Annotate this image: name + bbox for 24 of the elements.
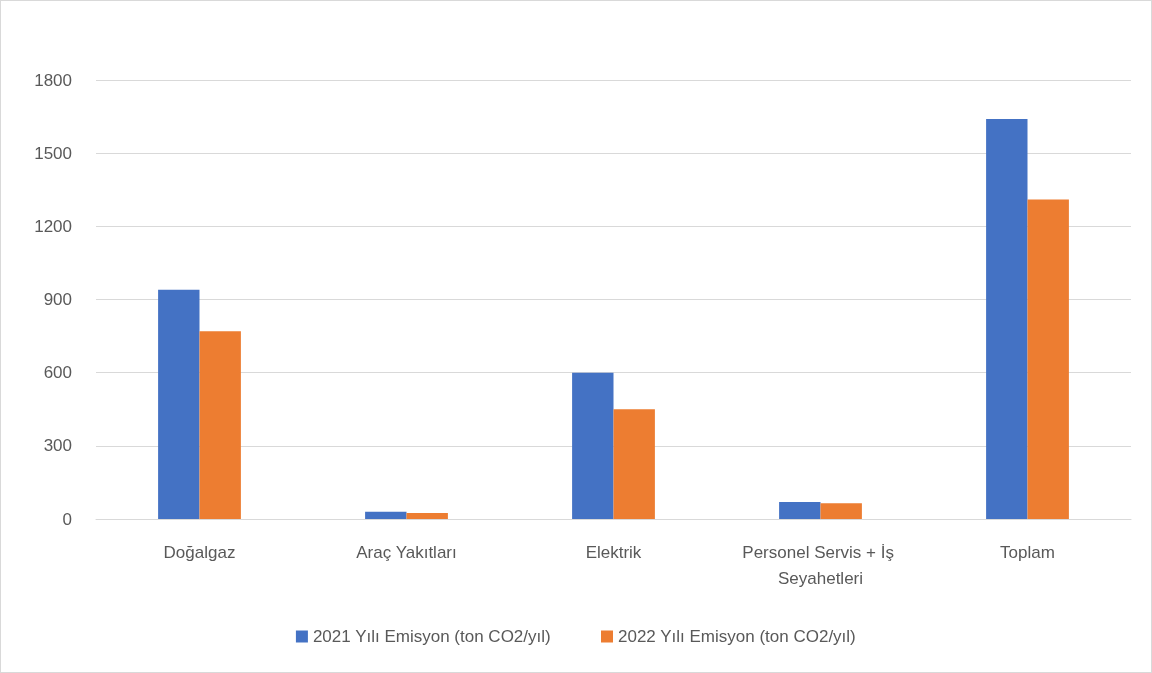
y-tick-label: 900 — [43, 290, 72, 309]
y-tick-label: 1800 — [34, 70, 72, 90]
legend-label: 2022 Yılı Emisyon (ton CO2/yıl) — [618, 627, 856, 646]
bar — [199, 331, 241, 519]
bar — [1027, 199, 1069, 519]
bar — [779, 501, 821, 519]
x-tick-label: Elektrik — [585, 542, 642, 562]
bar — [613, 409, 655, 519]
y-tick-label: 1500 — [34, 143, 72, 163]
y-tick-label: 600 — [43, 363, 72, 383]
bar — [986, 119, 1028, 519]
bar — [158, 289, 200, 519]
x-tick-label: Doğalgaz — [163, 542, 236, 562]
x-tick-label: Personel Servis + İş Seyahetleri — [742, 542, 899, 588]
x-tick-label: Araç Yakıtları — [356, 542, 457, 562]
bar — [406, 512, 448, 519]
legend-label: 2021 Yılı Emisyon (ton CO2/yıl) — [312, 627, 551, 646]
y-tick-label: 300 — [43, 436, 72, 456]
bar — [365, 511, 407, 519]
y-tick-label: 1200 — [34, 216, 72, 236]
bar — [820, 503, 862, 519]
x-tick-label: Toplam — [1000, 542, 1055, 562]
bar — [572, 372, 614, 519]
y-tick-label: 0 — [62, 509, 72, 529]
